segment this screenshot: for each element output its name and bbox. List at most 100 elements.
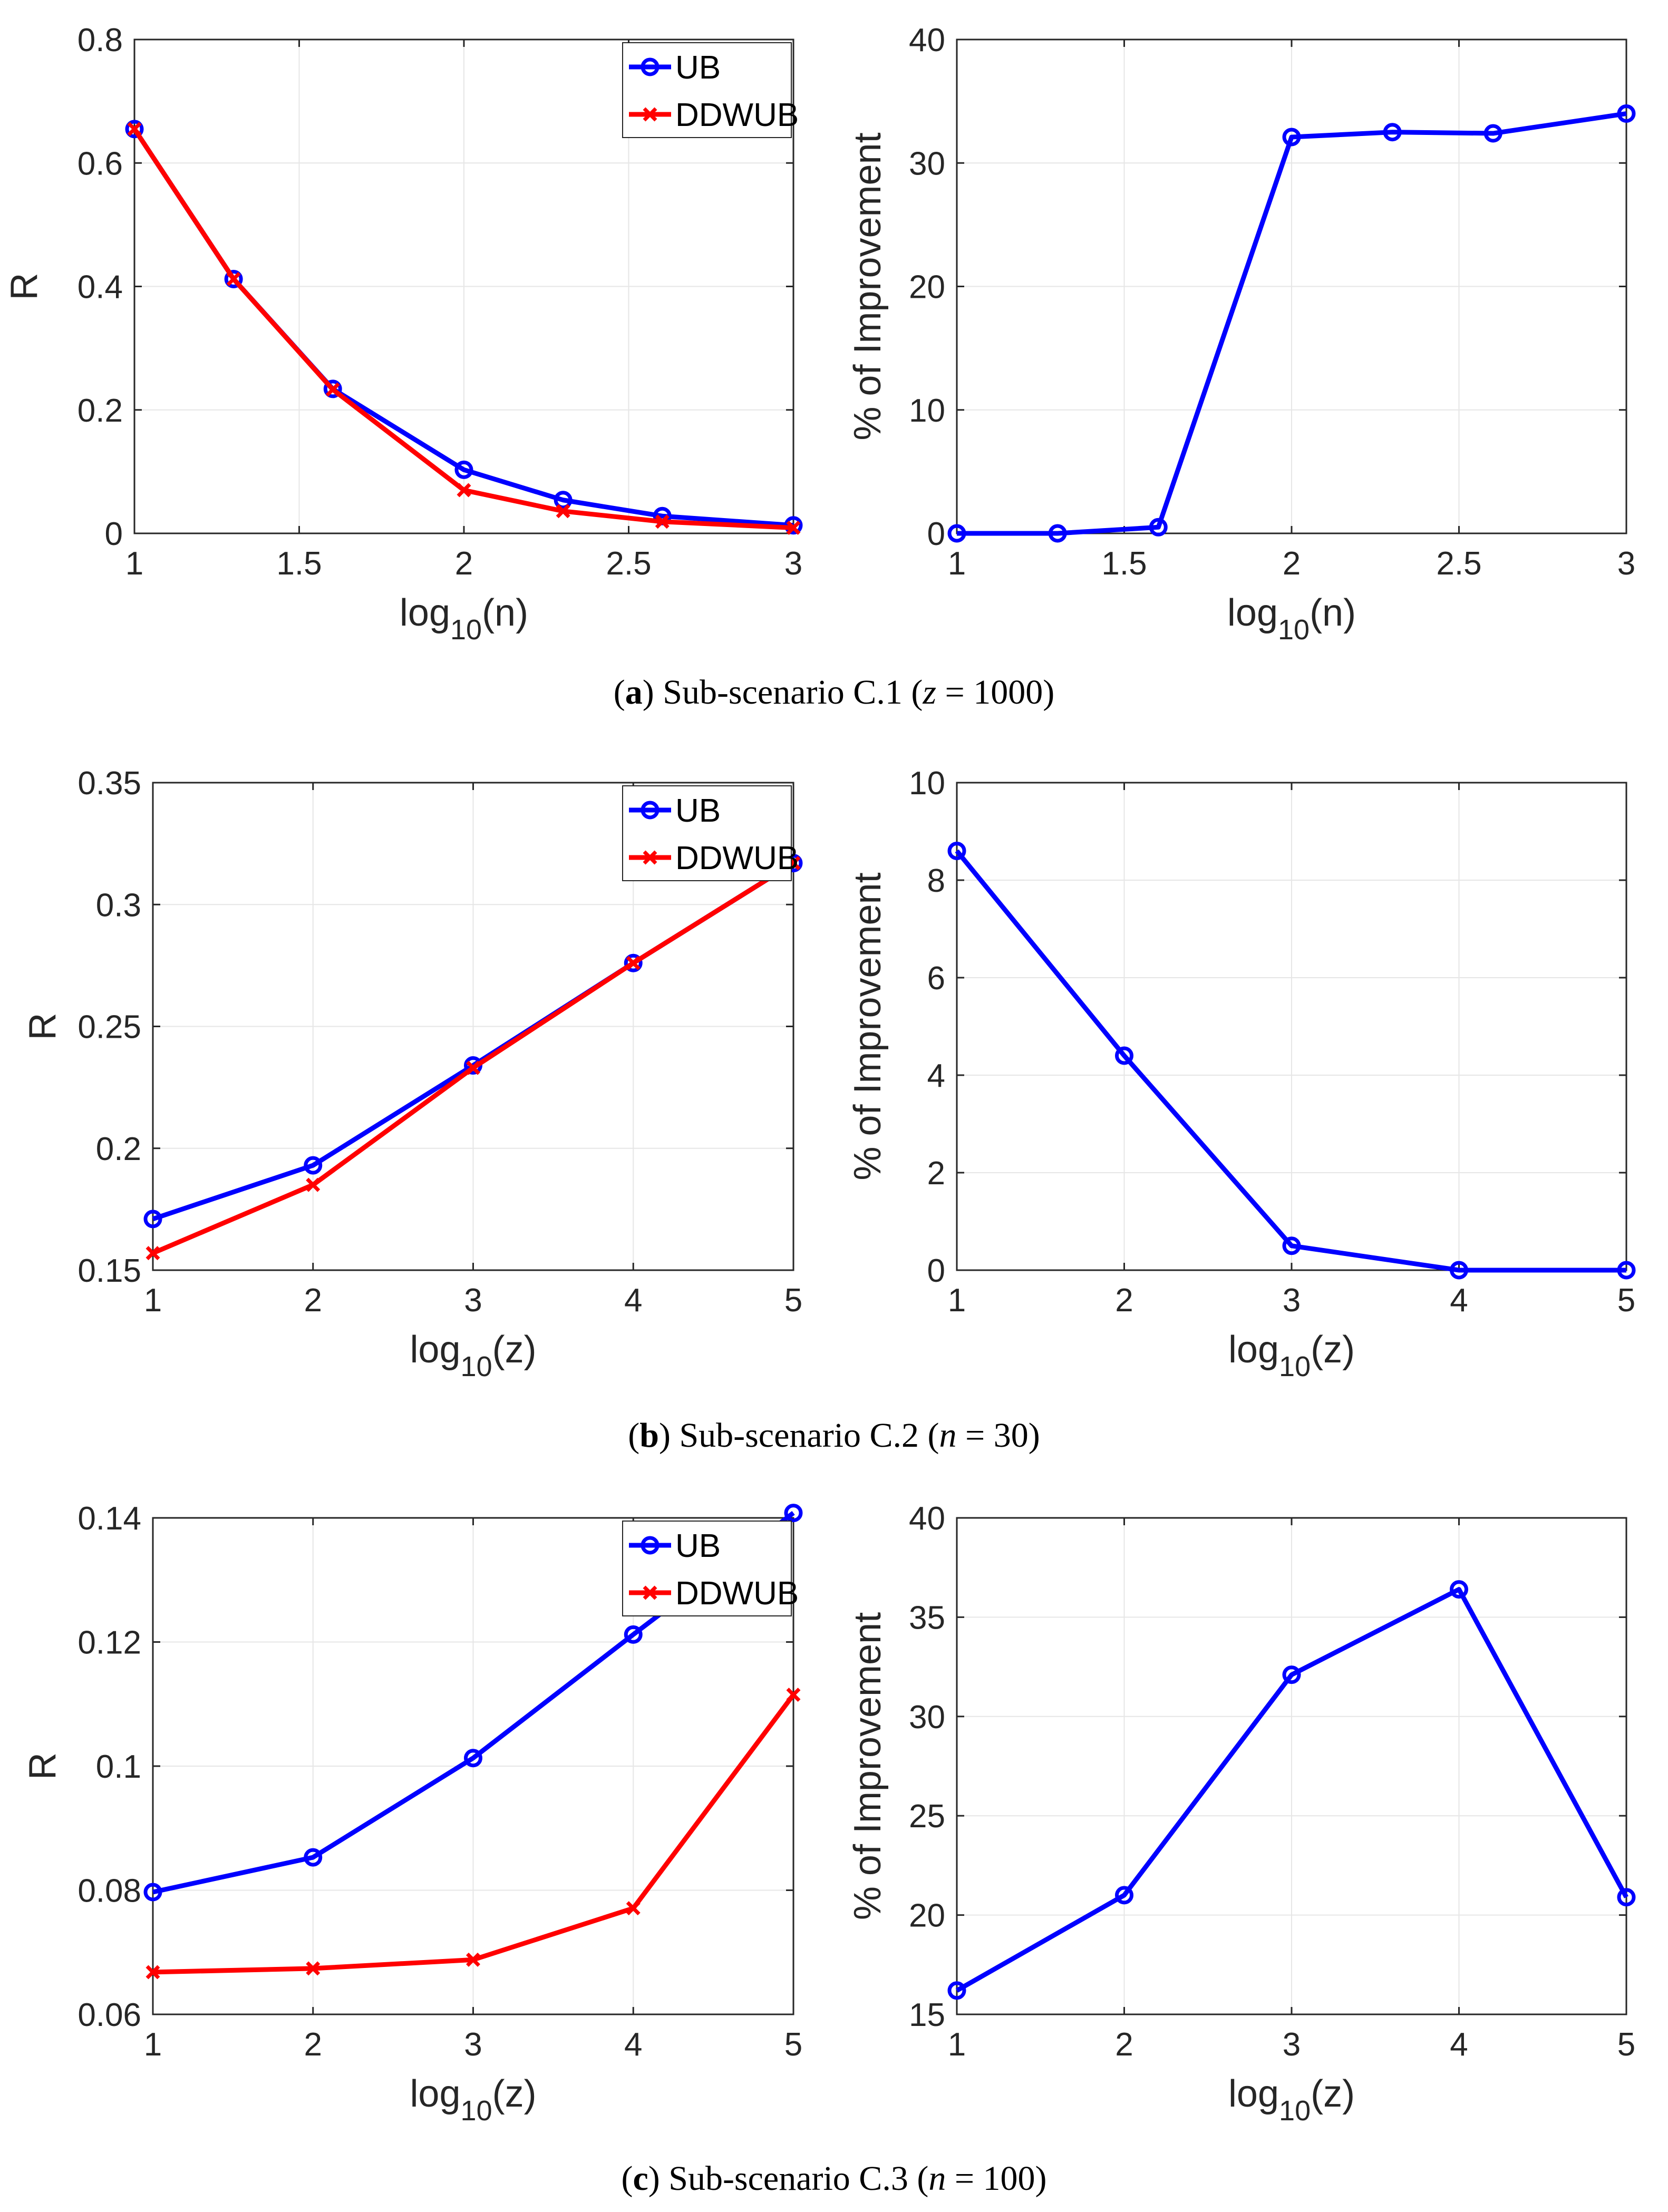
legend-marker-circle: [641, 1536, 660, 1555]
y-tick-label: 25: [909, 1798, 945, 1835]
data-point-ddwub: [786, 520, 801, 535]
x-tick-label: 2: [1283, 545, 1301, 582]
data-point-improvement: [1450, 1261, 1468, 1280]
x-axis-label: log10(z): [1228, 2073, 1355, 2127]
x-axis-label-arg: (z): [492, 1329, 537, 1371]
x-tick-label: 1: [144, 2026, 162, 2063]
y-tick-label: 0.4: [77, 269, 123, 306]
data-point-improvement: [1383, 123, 1402, 142]
legend-label-ddwub: DDWUB: [675, 840, 799, 876]
legend-label-ub: UB: [675, 50, 721, 86]
data-point-improvement: [947, 842, 966, 860]
data-point-ddwub: [457, 483, 471, 498]
x-tick-label: 1.5: [276, 545, 322, 582]
y-tick-label: 10: [909, 765, 945, 802]
caption-b: (b) Sub-scenario C.2 (n = 30): [628, 1416, 1040, 1455]
x-tick-label: 5: [784, 2026, 802, 2063]
x-tick-label: 3: [464, 1282, 482, 1319]
data-point-ub: [125, 120, 144, 139]
data-point-improvement: [1617, 1261, 1636, 1280]
x-tick-label: 5: [1617, 2026, 1635, 2063]
data-point-ddwub: [306, 1961, 321, 1976]
x-tick-label: 2.5: [606, 545, 651, 582]
y-axis-label: % of Improvement: [847, 872, 889, 1180]
x-axis-label: log10(n): [400, 592, 528, 646]
marker-stroke: [306, 1177, 321, 1192]
data-point-improvement: [1282, 128, 1301, 147]
x-tick-label: 2: [304, 2026, 322, 2063]
x-axis-label-base: log: [410, 1329, 460, 1371]
y-tick-label: 0.25: [77, 1009, 141, 1046]
chart-c-right: 1 2 3 4 5 15 20 25 30 35 40 log10(z) % of Improvemen…: [847, 1500, 1636, 2127]
y-tick-label: 0.15: [77, 1253, 141, 1289]
x-tick-label: 2: [1115, 1282, 1133, 1319]
y-tick-label: 30: [909, 145, 945, 182]
data-point-ddwub: [226, 271, 241, 286]
data-point-ub: [304, 1848, 323, 1867]
x-axis-label: log10(n): [1227, 592, 1356, 646]
data-point-improvement: [1483, 124, 1502, 143]
data-point-ub: [624, 1625, 643, 1644]
caption-a: (a) Sub-scenario C.1 (z = 1000): [614, 673, 1054, 712]
x-axis-label-arg: (z): [492, 2073, 537, 2115]
y-axis-label: R: [22, 1752, 64, 1780]
y-tick-label: 0.8: [77, 22, 123, 59]
data-point-ddwub: [626, 1901, 641, 1916]
data-point-ub: [464, 1749, 482, 1768]
x-axis-label-base: log: [1228, 1329, 1279, 1371]
data-point-ddwub: [786, 1688, 801, 1702]
legend-label-ub: UB: [675, 793, 721, 829]
marker-stroke: [626, 1901, 641, 1916]
x-tick-label: 1: [948, 545, 966, 582]
marker-stroke: [226, 271, 241, 286]
x-tick-label: 4: [1450, 2026, 1468, 2063]
data-point-ddwub: [466, 1060, 480, 1075]
y-tick-label: 15: [909, 1997, 945, 2033]
y-axis-label: R: [3, 273, 45, 300]
x-tick-label: 5: [784, 1282, 802, 1319]
y-tick-label: 0: [927, 516, 945, 552]
marker-stroke: [325, 382, 340, 397]
x-tick-label: 3: [784, 545, 802, 582]
y-axis-label: % of Improvement: [847, 132, 889, 440]
y-tick-label: 0.14: [77, 1500, 141, 1537]
x-axis-label-base: log: [410, 2073, 460, 2115]
data-point-improvement: [947, 524, 966, 543]
x-axis-label-arg: (n): [1310, 592, 1356, 634]
y-tick-label: 30: [909, 1699, 945, 1736]
x-tick-label: 2: [1115, 2026, 1133, 2063]
series-line-improvement: [957, 111, 1627, 536]
x-axis-label-subscript: 10: [461, 2095, 492, 2127]
data-point-improvement: [1115, 1046, 1133, 1065]
data-point-improvement: [1149, 518, 1168, 537]
legend: UB DDWUB: [622, 42, 799, 138]
y-tick-label: 0.2: [96, 1131, 141, 1167]
x-axis-label-arg: (z): [1311, 2073, 1355, 2115]
x-axis-label-subscript: 10: [1279, 1351, 1311, 1382]
chart-a-left: 1 1.5 2 2.5 3 0 0.2 0.4 0.6 0.8 log10(n) R UB DDWUB: [3, 22, 803, 646]
data-point-ddwub: [325, 382, 340, 397]
y-tick-label: 2: [927, 1155, 945, 1192]
x-axis-label-subscript: 10: [1279, 2095, 1311, 2127]
data-point-ub: [323, 379, 342, 398]
x-tick-label: 2: [304, 1282, 322, 1319]
y-tick-label: 40: [909, 1500, 945, 1537]
data-point-ub: [554, 491, 573, 510]
y-tick-label: 0.06: [77, 1997, 141, 2033]
data-point-ub: [454, 460, 473, 479]
x-tick-label: 2: [455, 545, 473, 582]
x-axis-label-base: log: [1228, 2073, 1279, 2115]
y-tick-label: 10: [909, 393, 945, 429]
data-point-improvement: [1115, 1886, 1133, 1905]
x-tick-label: 1.5: [1101, 545, 1147, 582]
y-tick-label: 0.6: [77, 145, 123, 182]
x-axis-label: log10(z): [1228, 1329, 1355, 1382]
legend: UB DDWUB: [622, 785, 799, 881]
y-tick-label: 0.1: [96, 1749, 141, 1785]
y-tick-label: 8: [927, 863, 945, 899]
x-tick-label: 3: [464, 2026, 482, 2063]
marker-stroke: [146, 1246, 160, 1261]
